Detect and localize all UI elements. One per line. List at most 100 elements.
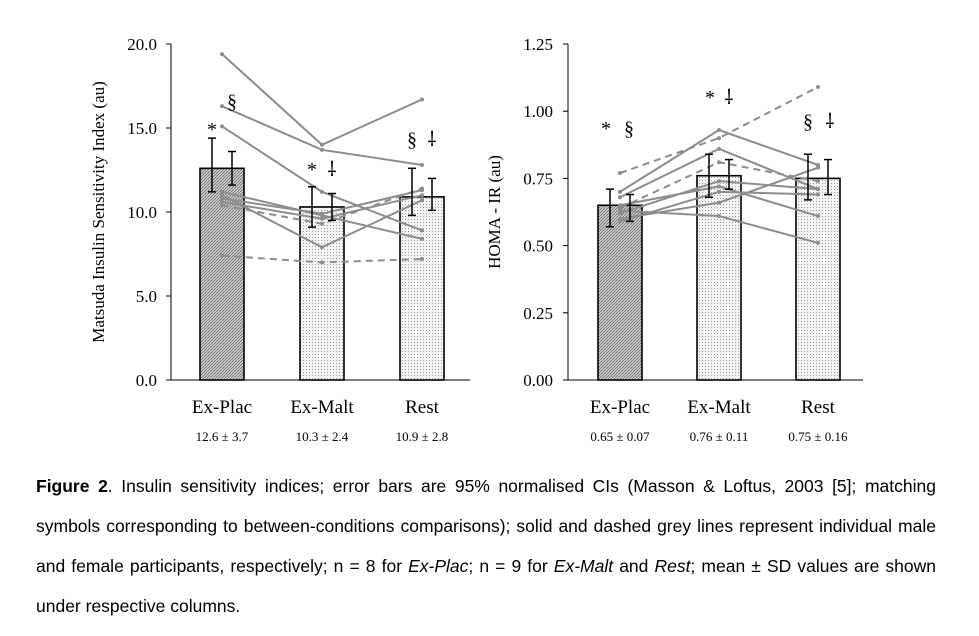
y-tick-label: 20.0: [127, 35, 157, 54]
caption-em-3: Rest: [654, 556, 691, 576]
significance-symbol: §: [407, 129, 417, 151]
mean-sd-label: 0.65 ± 0.07: [590, 429, 650, 444]
y-tick-label: 5.0: [136, 287, 157, 306]
participant-point: [816, 240, 820, 245]
participant-point: [220, 52, 224, 57]
participant-point: [320, 260, 324, 265]
bar-rest: [399, 196, 445, 381]
participant-point: [320, 211, 324, 216]
significance-symbol: *: [307, 159, 317, 181]
significance-symbol: §: [227, 91, 237, 113]
y-axis-label: Matsuda Insulin Sensitivity Index (au): [89, 81, 108, 343]
participant-point: [320, 189, 324, 194]
participant-point: [320, 221, 324, 226]
significance-symbol: ⸸: [724, 87, 733, 109]
participant-point: [420, 97, 424, 102]
mean-sd-label: 12.6 ± 3.7: [196, 429, 249, 444]
participant-point: [717, 136, 721, 141]
figure-2-charts: 0.0 5.0 10.0 15.0 20.0 Matsuda Insulin Sensit…: [89, 35, 863, 444]
mean-sd-label: 0.76 ± 0.11: [690, 429, 749, 444]
mean-sd-label: 10.9 ± 2.8: [396, 429, 449, 444]
y-tick-label: 15.0: [127, 119, 157, 138]
participant-point: [717, 160, 721, 165]
significance-symbol: ⸸: [825, 111, 834, 133]
figure-caption: Figure 2. Insulin sensitivity indices; e…: [36, 466, 936, 626]
significance-symbol: §: [803, 111, 813, 133]
caption-text-2: ; n = 9 for: [468, 556, 554, 576]
category-label: Rest: [801, 397, 836, 418]
participant-point: [220, 124, 224, 129]
participant-point: [420, 236, 424, 241]
y-axis-label: HOMA - IR (au): [485, 155, 504, 269]
category-label: Rest: [405, 397, 440, 418]
y-tick-label: 0.50: [523, 237, 553, 256]
participant-point: [816, 165, 820, 170]
y-tick-label: 10.0: [127, 203, 157, 222]
participant-point: [717, 146, 721, 151]
participant-point: [220, 203, 224, 208]
participant-point: [816, 179, 820, 184]
bar-ex-malt: [299, 206, 345, 381]
participant-point: [816, 85, 820, 90]
participant-point: [618, 205, 622, 210]
participant-point: [816, 187, 820, 192]
participant-point: [717, 128, 721, 133]
participant-point: [320, 142, 324, 147]
category-label: Ex-Plac: [192, 397, 252, 418]
participant-point: [618, 195, 622, 200]
mean-sd-label: 10.3 ± 2.4: [296, 429, 349, 444]
caption-label: Figure 2: [36, 476, 108, 496]
bar-ex-malt: [696, 174, 742, 381]
participant-point: [220, 196, 224, 201]
caption-text-3: and: [613, 556, 655, 576]
participant-point: [220, 104, 224, 109]
participant-point: [220, 189, 224, 194]
caption-text-1: . Insulin sensitivity indices; error bar…: [36, 476, 936, 576]
category-label: Ex-Plac: [590, 397, 650, 418]
participant-point: [420, 198, 424, 203]
participant-point: [816, 192, 820, 197]
participant-point: [618, 219, 622, 224]
y-tick-label: 1.00: [523, 102, 553, 121]
participant-point: [618, 171, 622, 176]
participant-point: [420, 162, 424, 167]
y-tick-label: 0.25: [523, 304, 553, 323]
significance-symbol: ⸸: [427, 129, 436, 151]
participant-point: [320, 245, 324, 250]
caption-text-4: ; mean ± SD values are shown under respe…: [36, 556, 936, 616]
category-label: Ex-Malt: [687, 397, 751, 418]
participant-point: [618, 189, 622, 194]
bar-ex-plac: [597, 204, 643, 381]
participant-point: [717, 179, 721, 184]
participant-point: [420, 186, 424, 191]
significance-symbol: *: [601, 118, 611, 140]
participant-point: [320, 216, 324, 221]
significance-symbol: *: [705, 87, 715, 109]
participant-point: [420, 228, 424, 233]
significance-symbol: ⸸: [327, 159, 336, 181]
caption-em-1: Ex-Plac: [408, 556, 469, 576]
y-tick-label: 0.75: [523, 169, 553, 188]
male-participant-line: [221, 105, 423, 166]
participant-point: [220, 193, 224, 198]
participant-point: [717, 189, 721, 194]
y-tick-label: 0.0: [136, 371, 157, 390]
participant-point: [717, 200, 721, 205]
participant-point: [717, 184, 721, 189]
y-tick-label: 1.25: [523, 35, 553, 54]
male-participant-line: [221, 53, 423, 146]
significance-symbol: §: [624, 118, 634, 140]
participant-point: [420, 193, 424, 198]
participant-point: [320, 147, 324, 152]
matsuda-panel: 0.0 5.0 10.0 15.0 20.0 Matsuda Insulin Sensit…: [89, 35, 470, 444]
homa-ir-panel: 0.00 0.25 0.50 0.75 1.00 1.25 HOMA - IR (au) * §…: [485, 35, 863, 444]
participant-point: [717, 214, 721, 219]
caption-em-2: Ex-Malt: [553, 556, 614, 576]
participant-point: [220, 199, 224, 204]
bar-rest: [795, 177, 841, 381]
participant-point: [816, 214, 820, 219]
mean-sd-label: 0.75 ± 0.16: [788, 429, 848, 444]
y-tick-label: 0.00: [523, 371, 553, 390]
participant-point: [420, 257, 424, 262]
participant-point: [220, 253, 224, 258]
